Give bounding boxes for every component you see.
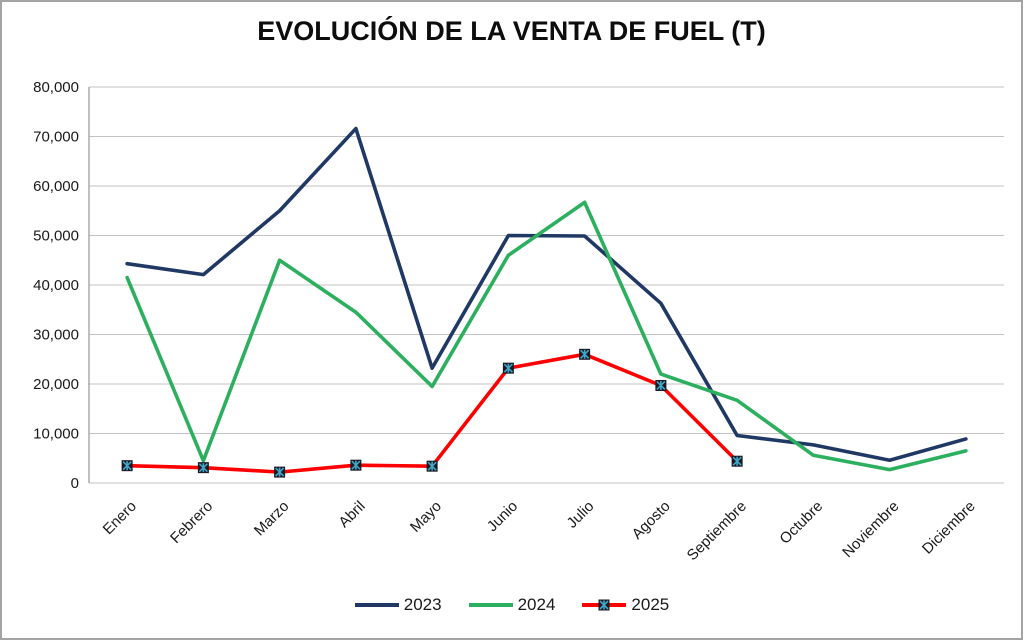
x-tick-label: Noviembre [839,498,902,561]
x-tick-label: Febrero [167,498,216,547]
legend-item-2024: 2024 [468,595,556,615]
series-marker-x-icon [350,459,362,471]
legend-swatch-2024-line-icon [468,603,513,607]
y-tick-label: 20,000 [33,376,79,393]
series-marker-x-icon [579,348,591,360]
chart-legend: 2023 2024 2025 [2,595,1021,615]
legend-swatch-2025-line-marker-icon [582,599,627,611]
x-tick-label: Marzo [251,498,292,539]
series-marker-x-icon [121,460,133,472]
x-tick-label: Septiembre [684,498,750,564]
series-marker-x-icon [598,599,610,611]
x-tick-label: Octubre [776,498,826,548]
legend-item-2023: 2023 [354,595,442,615]
y-tick-label: 10,000 [33,426,79,443]
series-line-2025 [125,352,739,474]
chart-title: EVOLUCIÓN DE LA VENTA DE FUEL (T) [257,16,766,46]
series-marker-x-icon [274,466,286,478]
y-tick-label: 60,000 [33,178,79,195]
y-tick-label: 40,000 [33,277,79,294]
y-tick-label: 80,000 [33,79,79,96]
series-marker-x-icon [197,462,209,474]
y-tick-label: 0 [71,475,79,492]
legend-label-2024: 2024 [517,595,556,614]
legend-item-2025: 2025 [581,595,669,615]
series-marker-x-icon [655,379,667,391]
legend-label-2023: 2023 [403,595,442,614]
series-marker-x-icon [426,460,438,472]
y-tick-label: 50,000 [33,228,79,245]
x-tick-label: Agosto [629,498,674,543]
y-tick-label: 70,000 [33,129,79,146]
x-tick-label: Julio [564,498,598,532]
x-tick-label: Enero [100,498,140,538]
x-tick-label: Diciembre [919,498,979,558]
x-tick-label: Abril [335,498,368,531]
series-line-2024 [125,200,968,472]
legend-label-2025: 2025 [631,595,670,614]
y-tick-label: 30,000 [33,327,79,344]
legend-swatch-2023-line-icon [354,603,399,607]
series-marker-x-icon [731,455,743,467]
series-marker-x-icon [502,362,514,374]
x-tick-label: Mayo [407,498,445,536]
series-line-2023 [125,126,968,463]
x-tick-label: Junio [484,498,521,535]
